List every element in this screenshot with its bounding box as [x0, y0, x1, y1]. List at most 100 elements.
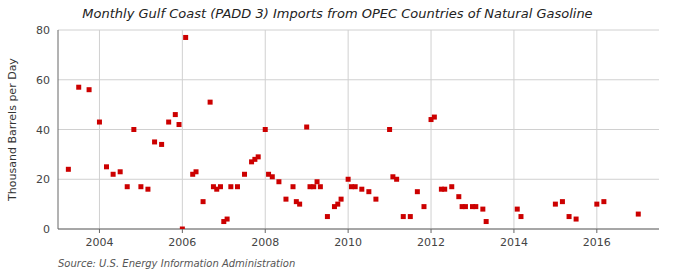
y-tick-label: 40	[36, 124, 50, 137]
point	[304, 125, 309, 130]
point	[415, 189, 420, 194]
x-tick-mark	[99, 229, 100, 233]
point	[138, 184, 143, 189]
point	[104, 164, 109, 169]
x-grid-line	[513, 30, 514, 229]
x-grid-line	[431, 30, 432, 229]
point	[567, 214, 572, 219]
point	[335, 202, 340, 207]
point	[315, 179, 320, 184]
point	[339, 197, 344, 202]
point	[218, 184, 223, 189]
point	[560, 199, 565, 204]
point	[242, 172, 247, 177]
x-tick-label: 2008	[251, 236, 279, 249]
grid	[58, 30, 659, 229]
x-tick-mark	[182, 229, 183, 233]
y-grid-line	[58, 229, 659, 230]
point	[442, 187, 447, 192]
point	[87, 87, 92, 92]
point	[166, 120, 171, 125]
point	[159, 142, 164, 147]
chart: Monthly Gulf Coast (PADD 3) Imports from…	[0, 0, 675, 275]
point	[432, 115, 437, 120]
y-tick-label: 80	[36, 24, 50, 37]
x-grid-line	[596, 30, 597, 229]
point	[270, 174, 275, 179]
point	[145, 187, 150, 192]
point	[473, 204, 478, 209]
point	[325, 214, 330, 219]
x-tick-mark	[431, 229, 432, 233]
point	[366, 189, 371, 194]
y-tick-label: 60	[36, 74, 50, 87]
x-tick-label: 2014	[500, 236, 528, 249]
point	[594, 202, 599, 207]
point	[484, 219, 489, 224]
x-tick-label: 2010	[334, 236, 362, 249]
point	[225, 217, 230, 222]
x-axis-line	[58, 229, 659, 230]
point	[421, 204, 426, 209]
point	[297, 202, 302, 207]
points	[66, 35, 641, 229]
point	[311, 184, 316, 189]
point	[408, 214, 413, 219]
x-tick-mark	[596, 229, 597, 233]
point	[359, 187, 364, 192]
point	[318, 184, 323, 189]
point	[283, 197, 288, 202]
y-grid-line	[58, 129, 659, 130]
y-tick-label: 20	[36, 173, 50, 186]
point	[97, 120, 102, 125]
x-tick-mark	[265, 229, 266, 233]
point	[111, 172, 116, 177]
x-grid-line	[182, 30, 183, 229]
x-tick-label: 2016	[583, 236, 611, 249]
title: Monthly Gulf Coast (PADD 3) Imports from…	[82, 6, 592, 21]
point	[177, 122, 182, 127]
point	[131, 127, 136, 132]
point	[346, 177, 351, 182]
point	[515, 207, 520, 212]
y-grid-line	[58, 179, 659, 180]
point	[291, 184, 296, 189]
point	[373, 197, 378, 202]
x-tick-label: 2012	[417, 236, 445, 249]
point	[66, 167, 71, 172]
point	[463, 204, 468, 209]
point	[394, 177, 399, 182]
point	[387, 127, 392, 132]
point	[518, 214, 523, 219]
x-grid-line	[99, 30, 100, 229]
point	[263, 127, 268, 132]
point	[553, 202, 558, 207]
source-note: Source: U.S. Energy Information Administ…	[58, 258, 295, 269]
point	[456, 194, 461, 199]
point	[235, 184, 240, 189]
point	[180, 227, 185, 230]
point	[574, 217, 579, 222]
y-axis-line	[58, 30, 59, 229]
point	[76, 85, 81, 90]
y-tick-label: 0	[43, 223, 50, 236]
x-tick-mark	[348, 229, 349, 233]
y-grid-line	[58, 30, 659, 31]
point	[118, 169, 123, 174]
point	[183, 35, 188, 40]
point	[228, 184, 233, 189]
point	[449, 184, 454, 189]
y-grid-line	[58, 79, 659, 80]
point	[256, 154, 261, 159]
y-axis-label: Thousand Barrels per Day	[6, 58, 19, 202]
point	[125, 184, 130, 189]
x-tick-label: 2004	[85, 236, 113, 249]
point	[152, 139, 157, 144]
point	[173, 112, 178, 117]
x-grid-line	[348, 30, 349, 229]
point	[208, 100, 213, 105]
point	[276, 179, 281, 184]
point	[636, 212, 641, 217]
point	[194, 169, 199, 174]
point	[480, 207, 485, 212]
